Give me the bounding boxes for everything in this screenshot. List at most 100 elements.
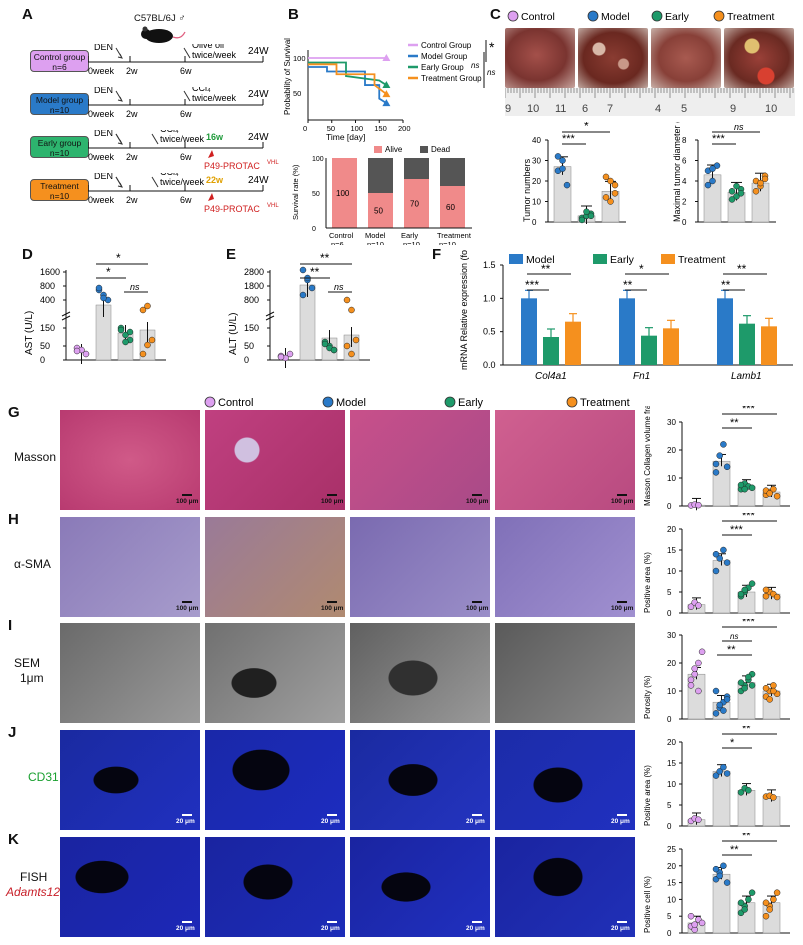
- ytick: 6: [682, 157, 687, 166]
- scale-bar-label: 100 μm: [611, 498, 634, 505]
- row-label: CD31: [28, 770, 59, 784]
- bar-n-1: n=10: [367, 240, 384, 245]
- sig-1: ***: [742, 619, 756, 628]
- time-0: 0week: [88, 195, 115, 205]
- bar-ytick: 50: [312, 191, 320, 198]
- bar-dead-3: [440, 158, 465, 186]
- data-dot: [741, 586, 748, 594]
- micro-g-1: [205, 410, 345, 510]
- ytick: 20: [667, 446, 676, 455]
- micro-k-2: [350, 837, 490, 937]
- data-dot: [563, 181, 571, 189]
- data-dot: [773, 593, 781, 601]
- micro-j-3: [495, 730, 635, 830]
- data-dot: [723, 559, 731, 566]
- data-dot: [762, 684, 770, 692]
- data-dot: [723, 770, 731, 777]
- data-dot: [607, 198, 614, 205]
- data-dot: [602, 194, 610, 201]
- data-dot: [762, 586, 770, 594]
- syringe-icon: [183, 90, 191, 102]
- scale-bar: [617, 494, 627, 496]
- scale-bar: [182, 601, 192, 603]
- agent-label: CCl₄: [160, 130, 179, 134]
- ytick: 4: [682, 177, 687, 186]
- data-dot: [761, 175, 769, 183]
- time-2w: 2w: [126, 195, 138, 205]
- data-dot: [554, 153, 562, 160]
- scale-bar-label: 20 μm: [321, 925, 340, 932]
- data-dot: [723, 463, 731, 471]
- time-end: 24W: [248, 175, 269, 186]
- data-dot: [695, 687, 702, 695]
- data-dot: [745, 673, 752, 681]
- f-bar-Col4a1-1: [543, 337, 559, 365]
- data-dot: [737, 190, 745, 197]
- bar-label-0: Control: [329, 231, 354, 240]
- legend-dead: Dead: [431, 145, 450, 154]
- sig-2: ns: [730, 632, 738, 641]
- km-curve-2: [308, 61, 387, 86]
- km-legend-3: Treatment Group: [421, 74, 482, 83]
- bar-alive-3: [440, 186, 465, 228]
- scale-bar-label: 100 μm: [321, 498, 344, 505]
- data-dot: [122, 338, 129, 346]
- f-legend-1: Early: [610, 254, 635, 266]
- data-dot: [117, 326, 125, 334]
- time-6w: 6w: [180, 195, 192, 205]
- sig-2: **: [310, 265, 320, 279]
- ytick: 15: [667, 546, 676, 555]
- c-legend-0: Control: [521, 11, 555, 23]
- km-curve-3: [308, 63, 387, 95]
- legend-dead-swatch: [420, 146, 428, 153]
- data-dot: [741, 906, 748, 913]
- sig-1: ***: [562, 133, 576, 145]
- km-marker: [382, 54, 391, 61]
- syringe-icon: [183, 47, 191, 59]
- start-week: 16w: [206, 132, 224, 142]
- km-legend-0: Control Group: [421, 41, 472, 50]
- panel-label-d: D: [22, 246, 33, 263]
- data-dot: [330, 346, 338, 354]
- data-dot: [741, 485, 748, 493]
- data-dot: [728, 188, 736, 195]
- data-dot: [762, 912, 770, 920]
- den-label: DEN: [94, 44, 113, 52]
- f-bar-Fn1-2: [663, 328, 679, 365]
- ruler-bg: [505, 88, 795, 116]
- scale-bar-label: 20 μm: [176, 818, 195, 825]
- time-0: 0week: [88, 66, 115, 76]
- data-dot: [144, 341, 151, 349]
- km-ylabel: Probability of Survival: [283, 38, 292, 115]
- ytick: 10: [667, 567, 676, 576]
- scale-bar-label: 20 μm: [176, 925, 195, 932]
- micro-k-0: [60, 837, 200, 937]
- panel-label-j: J: [8, 724, 17, 741]
- data-dot: [286, 350, 294, 358]
- km-marker: [382, 90, 391, 98]
- ytick: 50: [244, 341, 254, 351]
- bar-dead-1: [368, 158, 393, 193]
- data-dot: [712, 687, 720, 695]
- drug-label: P49-PROTAC: [204, 204, 260, 213]
- ruler-number: 4: [655, 103, 661, 115]
- f-sig-2: **: [721, 278, 731, 292]
- freq-label: twice/week: [160, 134, 205, 144]
- data-dot: [559, 165, 566, 172]
- km-legend-2: Early Group: [421, 63, 464, 72]
- ruler-number: 10: [765, 103, 777, 115]
- data-dot: [82, 350, 90, 358]
- scale-bar: [327, 921, 337, 923]
- data-dot: [737, 789, 745, 796]
- micro-legend-2: Early: [458, 397, 484, 409]
- data-dot: [723, 879, 731, 886]
- bar-ytick: 100: [312, 156, 324, 163]
- data-dot: [122, 331, 129, 339]
- row-label: SEM: [14, 656, 41, 670]
- scale-bar-label: 100 μm: [176, 605, 199, 612]
- freq-label: twice/week: [192, 93, 237, 103]
- panel-label-k: K: [8, 831, 19, 848]
- micro-legend-dot: [322, 396, 334, 408]
- data-dot: [348, 350, 355, 358]
